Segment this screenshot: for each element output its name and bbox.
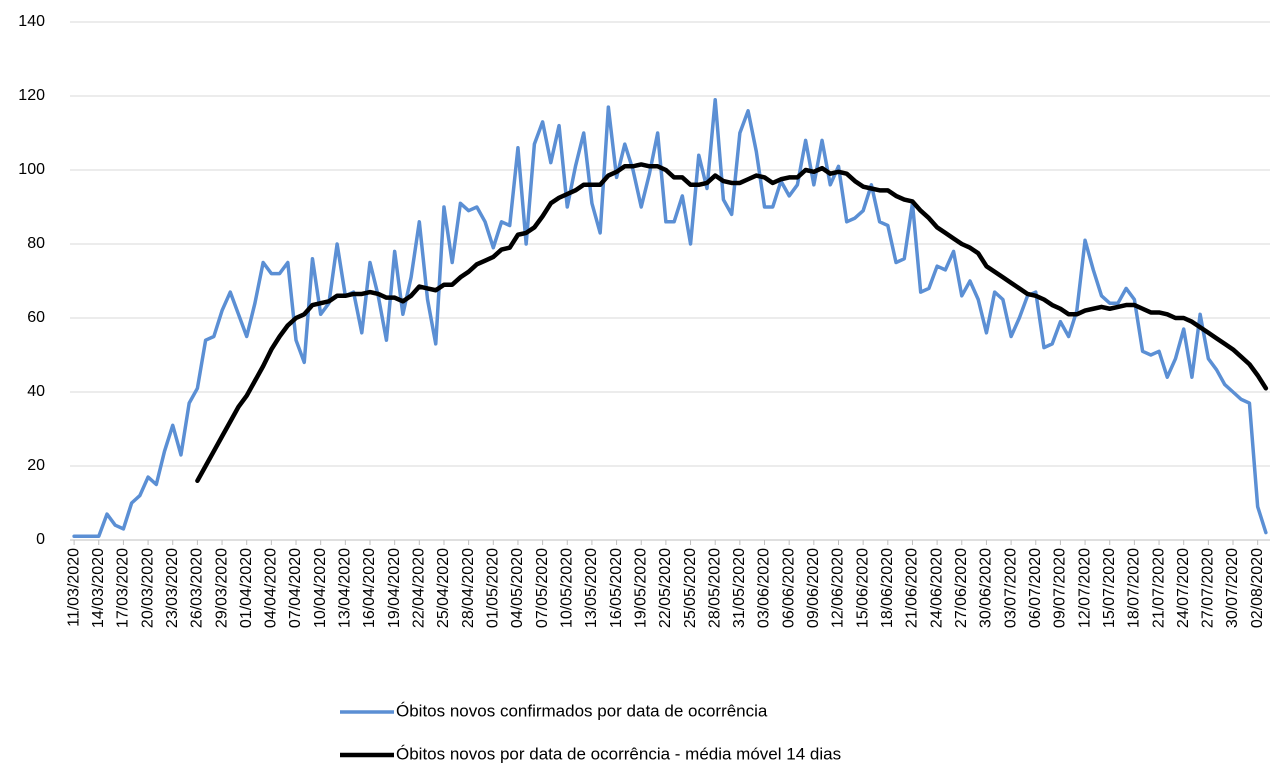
x-tick-label: 21/06/2020 bbox=[904, 548, 921, 628]
x-tick-label: 28/04/2020 bbox=[460, 548, 477, 628]
x-tick-label: 27/06/2020 bbox=[953, 548, 970, 628]
y-tick-label: 60 bbox=[27, 309, 45, 326]
x-tick-label: 20/03/2020 bbox=[139, 548, 156, 628]
series-line bbox=[72, 97, 1268, 539]
x-tick-label: 18/06/2020 bbox=[879, 548, 896, 628]
x-tick-label: 04/05/2020 bbox=[509, 548, 526, 628]
y-tick-label: 40 bbox=[27, 383, 45, 400]
x-tick-label: 21/07/2020 bbox=[1150, 548, 1167, 628]
x-tick-label: 15/06/2020 bbox=[854, 548, 871, 628]
x-tick-label: 16/04/2020 bbox=[361, 548, 378, 628]
x-tick-label: 22/05/2020 bbox=[657, 548, 674, 628]
x-tick-label: 06/06/2020 bbox=[780, 548, 797, 628]
x-tick-label: 09/07/2020 bbox=[1052, 548, 1069, 628]
x-tick-label: 15/07/2020 bbox=[1101, 548, 1118, 628]
x-tick-label: 29/03/2020 bbox=[213, 548, 230, 628]
y-tick-label: 100 bbox=[18, 161, 45, 178]
x-tick-label: 26/03/2020 bbox=[189, 548, 206, 628]
x-tick-label: 13/04/2020 bbox=[337, 548, 354, 628]
x-tick-label: 14/03/2020 bbox=[90, 548, 107, 628]
x-tick-label: 11/03/2020 bbox=[65, 548, 82, 627]
x-tick-label: 18/07/2020 bbox=[1126, 548, 1143, 628]
series-line bbox=[195, 162, 1269, 484]
legend-label: Óbitos novos confirmados por data de oco… bbox=[396, 701, 768, 720]
x-tick-label: 02/08/2020 bbox=[1249, 548, 1266, 628]
x-tick-label: 23/03/2020 bbox=[164, 548, 181, 628]
x-tick-label: 25/05/2020 bbox=[682, 548, 699, 628]
x-tick-label: 28/05/2020 bbox=[706, 548, 723, 628]
x-tick-label: 27/07/2020 bbox=[1200, 548, 1217, 628]
x-tick-label: 04/04/2020 bbox=[263, 548, 280, 628]
y-tick-label: 80 bbox=[27, 235, 45, 252]
y-tick-label: 140 bbox=[18, 13, 45, 30]
x-tick-label: 17/03/2020 bbox=[115, 548, 132, 628]
x-tick-label: 22/04/2020 bbox=[411, 548, 428, 628]
x-tick-label: 10/04/2020 bbox=[312, 548, 329, 628]
x-tick-label: 07/04/2020 bbox=[287, 548, 304, 628]
x-tick-label: 10/05/2020 bbox=[558, 548, 575, 628]
y-tick-label: 0 bbox=[36, 531, 45, 548]
x-tick-label: 25/04/2020 bbox=[435, 548, 452, 628]
x-tick-label: 31/05/2020 bbox=[731, 548, 748, 628]
x-tick-label: 30/06/2020 bbox=[978, 548, 995, 628]
x-tick-label: 12/07/2020 bbox=[1076, 548, 1093, 628]
x-tick-label: 06/07/2020 bbox=[1027, 548, 1044, 628]
x-tick-label: 24/06/2020 bbox=[928, 548, 945, 628]
x-tick-label: 16/05/2020 bbox=[608, 548, 625, 628]
x-tick-label: 12/06/2020 bbox=[830, 548, 847, 628]
y-tick-label: 120 bbox=[18, 87, 45, 104]
legend-label: Óbitos novos por data de ocorrência - mé… bbox=[396, 744, 841, 763]
x-tick-label: 19/05/2020 bbox=[632, 548, 649, 628]
x-tick-label: 13/05/2020 bbox=[583, 548, 600, 628]
x-tick-label: 09/06/2020 bbox=[805, 548, 822, 628]
x-tick-label: 24/07/2020 bbox=[1175, 548, 1192, 628]
x-tick-label: 30/07/2020 bbox=[1224, 548, 1241, 628]
x-tick-label: 03/06/2020 bbox=[756, 548, 773, 628]
x-tick-label: 01/05/2020 bbox=[485, 548, 502, 628]
x-tick-label: 07/05/2020 bbox=[534, 548, 551, 628]
y-tick-label: 20 bbox=[27, 457, 45, 474]
x-tick-label: 01/04/2020 bbox=[238, 548, 255, 628]
x-tick-label: 19/04/2020 bbox=[386, 548, 403, 628]
x-tick-label: 03/07/2020 bbox=[1002, 548, 1019, 628]
